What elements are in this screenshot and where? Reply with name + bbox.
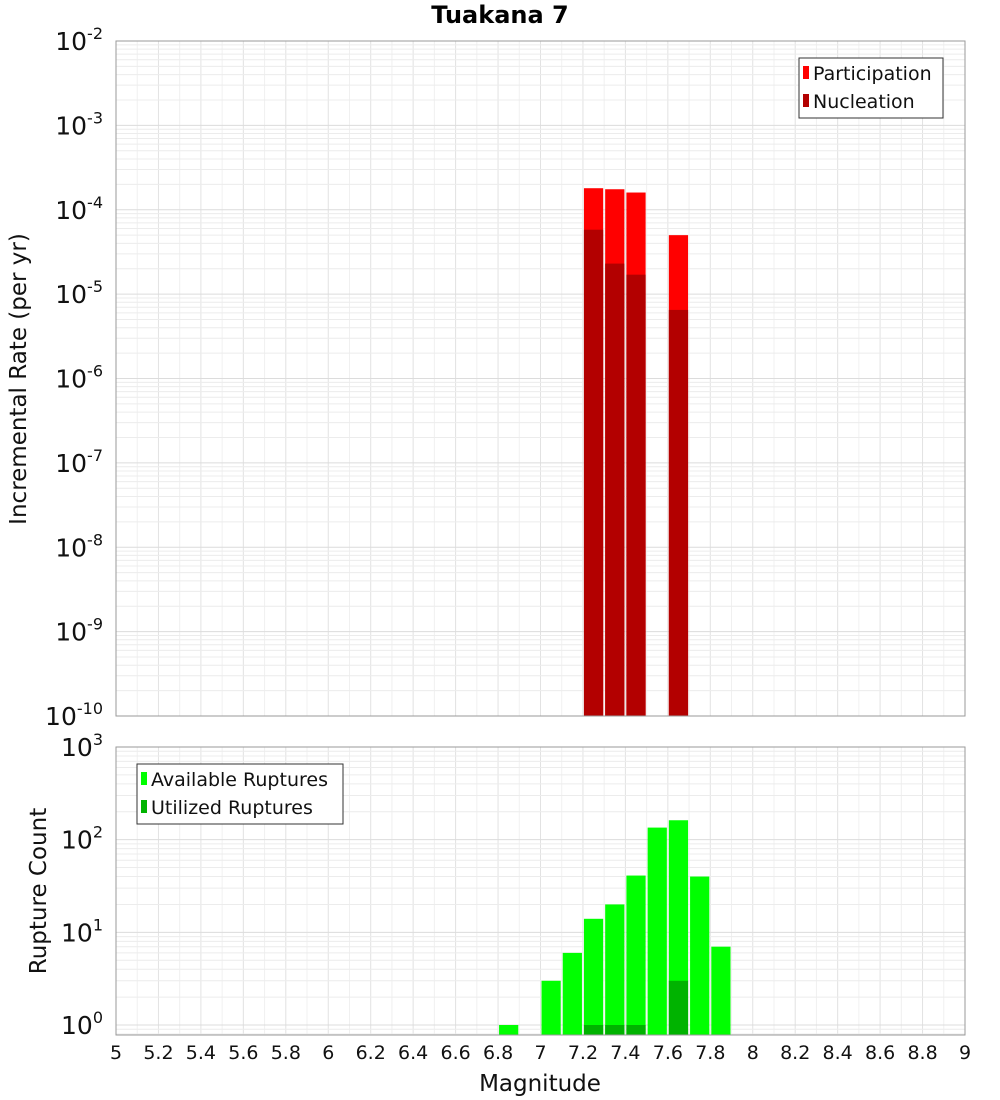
legend-label: Participation	[813, 63, 932, 85]
y-tick-label: 10-4	[55, 193, 103, 225]
y-tick-label: 102	[61, 823, 103, 855]
x-tick-label: 8.4	[823, 1042, 853, 1064]
legend-swatch	[803, 94, 809, 107]
bar	[583, 229, 604, 717]
magnitude-axis-label: Magnitude	[479, 1071, 601, 1097]
x-tick-label: 8.8	[907, 1042, 937, 1064]
legend-box	[798, 57, 944, 119]
bar	[605, 904, 625, 1035]
y-tick-label: 10-3	[55, 108, 103, 140]
y-tick-label: 10-9	[55, 615, 103, 647]
count-series-utilized-ruptures	[583, 980, 689, 1035]
x-tick-label: 8.2	[780, 1042, 810, 1064]
count-legend: Available Ruptures Utilized Ruptures	[136, 763, 344, 825]
x-tick-label: 5.8	[271, 1042, 301, 1064]
y-tick-label: 101	[61, 915, 103, 947]
bar	[541, 980, 561, 1035]
x-tick-label: 6.2	[356, 1042, 386, 1064]
x-tick-label: 9	[959, 1042, 971, 1064]
bar	[668, 309, 689, 716]
x-tick-label: 8.6	[865, 1042, 895, 1064]
y-tick-label: 100	[61, 1008, 103, 1040]
bar	[605, 263, 625, 716]
legend-label: Utilized Ruptures	[151, 797, 313, 819]
bar	[668, 980, 689, 1035]
legend-swatch	[141, 772, 147, 785]
bar	[583, 918, 604, 1035]
x-tick-label: 5.2	[143, 1042, 173, 1064]
x-tick-label: 7.2	[568, 1042, 598, 1064]
x-tick-label: 5.4	[186, 1042, 216, 1064]
count-y-axis-label: Rupture Count	[26, 808, 52, 974]
y-tick-label: 10-8	[55, 530, 103, 562]
y-tick-label: 10-2	[55, 24, 103, 56]
x-tick-label: 6.6	[440, 1042, 470, 1064]
rate-panel: 10-10 10-9 10-8 10-7 10-6 10-5 10-4 10-3 10-2 Par…	[45, 24, 966, 731]
y-tick-label: 10-10	[45, 699, 103, 731]
x-tick-label: 7.6	[653, 1042, 683, 1064]
y-tick-label: 10-5	[55, 277, 103, 309]
count-panel: 100 101 102 103 Available Ruptures Utilized R…	[61, 730, 971, 1064]
x-tick-label: 8	[747, 1042, 759, 1064]
bar	[562, 952, 582, 1035]
x-tick-label: 6.8	[483, 1042, 513, 1064]
x-tick-label: 7.8	[695, 1042, 725, 1064]
y-tick-label: 103	[61, 730, 103, 762]
bar	[711, 946, 731, 1035]
bar	[583, 1025, 604, 1035]
x-tick-label: 7	[534, 1042, 546, 1064]
x-tick-label: 5	[110, 1042, 122, 1064]
y-tick-label: 10-6	[55, 362, 103, 394]
count-series-available-ruptures	[499, 820, 731, 1035]
x-tick-label: 6	[322, 1042, 334, 1064]
rate-series-nucleation	[583, 229, 689, 717]
bar	[605, 1025, 625, 1035]
bar	[626, 274, 646, 716]
rate-y-axis-label: Incremental Rate (per yr)	[6, 233, 32, 525]
bar	[626, 875, 646, 1035]
chart-title: Tuakana 7	[431, 1, 569, 29]
x-tick-label: 7.4	[610, 1042, 640, 1064]
legend-swatch	[141, 800, 147, 813]
rate-plot-frame	[115, 40, 966, 717]
legend-swatch	[803, 66, 809, 79]
bar	[499, 1025, 519, 1035]
bar	[647, 827, 667, 1035]
rate-grid	[115, 40, 966, 717]
x-tick-label: 5.6	[228, 1042, 258, 1064]
bar	[626, 1025, 646, 1035]
y-tick-label: 10-7	[55, 446, 103, 478]
legend-box	[136, 763, 344, 825]
legend-label: Available Ruptures	[151, 769, 328, 791]
rate-legend: Participation Nucleation	[798, 57, 944, 119]
x-axis-ticks: 5 5.2 5.4 5.6 5.8 6 6.2 6.4 6.6 6.8 7 7.2 7.4 7.6 7.8 8…	[110, 1042, 971, 1064]
count-plot-frame	[115, 746, 966, 1036]
bar	[690, 876, 710, 1035]
legend-label: Nucleation	[813, 91, 915, 113]
x-tick-label: 6.4	[398, 1042, 428, 1064]
